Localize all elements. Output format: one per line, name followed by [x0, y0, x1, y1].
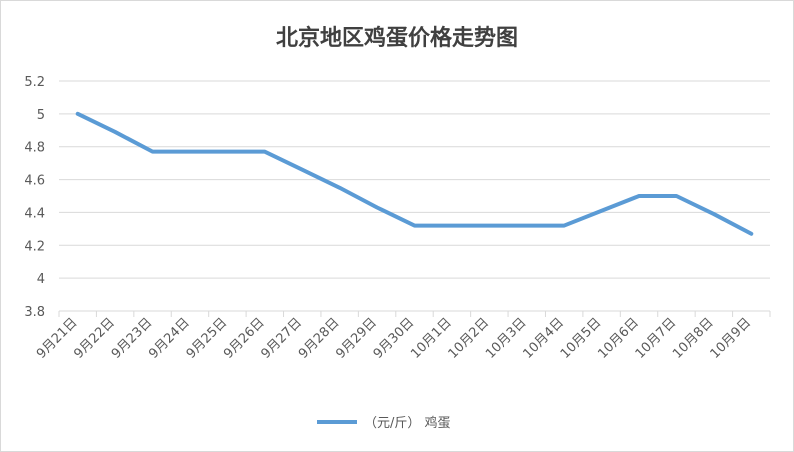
y-tick-label: 4.8 — [24, 141, 45, 156]
data-point — [188, 150, 192, 154]
x-tick-label: 10月8日 — [670, 315, 717, 362]
x-tick-label: 9月22日 — [71, 315, 118, 362]
data-point — [338, 186, 342, 190]
data-point — [749, 232, 753, 236]
x-tick-label: 9月27日 — [259, 315, 306, 362]
x-tick-label: 10月1日 — [408, 315, 455, 362]
x-tick-label: 9月23日 — [109, 315, 156, 362]
y-tick-label: 4.4 — [24, 206, 45, 221]
data-point — [76, 112, 80, 116]
data-point — [637, 194, 641, 198]
x-tick-label: 9月25日 — [184, 315, 231, 362]
data-point — [225, 150, 229, 154]
legend-label: （元/斤） 鸡蛋 — [364, 415, 451, 431]
data-point — [674, 194, 678, 198]
x-tick-label: 10月5日 — [558, 315, 605, 362]
data-point — [263, 150, 267, 154]
data-point — [600, 209, 604, 213]
x-tick-label: 9月21日 — [34, 315, 81, 362]
x-tick-label: 9月24日 — [146, 315, 193, 362]
data-point — [712, 212, 716, 216]
y-tick-label: 5 — [37, 108, 45, 123]
series-line — [75, 111, 754, 236]
data-point — [562, 224, 566, 228]
x-tick-label: 10月2日 — [446, 315, 493, 362]
data-point — [525, 224, 529, 228]
x-tick-label: 10月4日 — [520, 315, 567, 362]
y-tick-label: 4.2 — [24, 239, 45, 254]
chart-title: 北京地区鸡蛋价格走势图 — [276, 25, 518, 51]
x-tick-label: 9月29日 — [333, 315, 380, 362]
data-point — [300, 168, 304, 172]
data-point — [113, 130, 117, 134]
y-tick-label: 5.2 — [24, 75, 45, 90]
data-point — [151, 150, 155, 154]
data-point — [375, 206, 379, 210]
x-tick-label: 10月6日 — [595, 315, 642, 362]
y-axis-ticks: 3.8 4 4.2 4.4 4.6 4.8 5 5.2 — [24, 75, 45, 320]
legend: （元/斤） 鸡蛋 — [317, 415, 451, 431]
data-point — [413, 224, 417, 228]
x-tick-label: 9月28日 — [296, 315, 343, 362]
gridlines — [59, 80, 770, 312]
y-tick-label: 4.6 — [24, 174, 45, 189]
x-tick-label: 9月26日 — [221, 315, 268, 362]
x-tick-label: 9月30日 — [371, 315, 418, 362]
data-point — [450, 224, 454, 228]
y-tick-label: 3.8 — [24, 305, 45, 320]
x-tick-label: 10月3日 — [483, 315, 530, 362]
data-point — [487, 224, 491, 228]
x-axis: 9月21日9月22日9月23日9月24日9月25日9月26日9月27日9月28日… — [34, 311, 771, 362]
y-tick-label: 4 — [37, 272, 45, 287]
x-tick-label: 10月9日 — [708, 315, 755, 362]
series-layer — [75, 111, 754, 236]
x-tick-label: 10月7日 — [633, 315, 680, 362]
